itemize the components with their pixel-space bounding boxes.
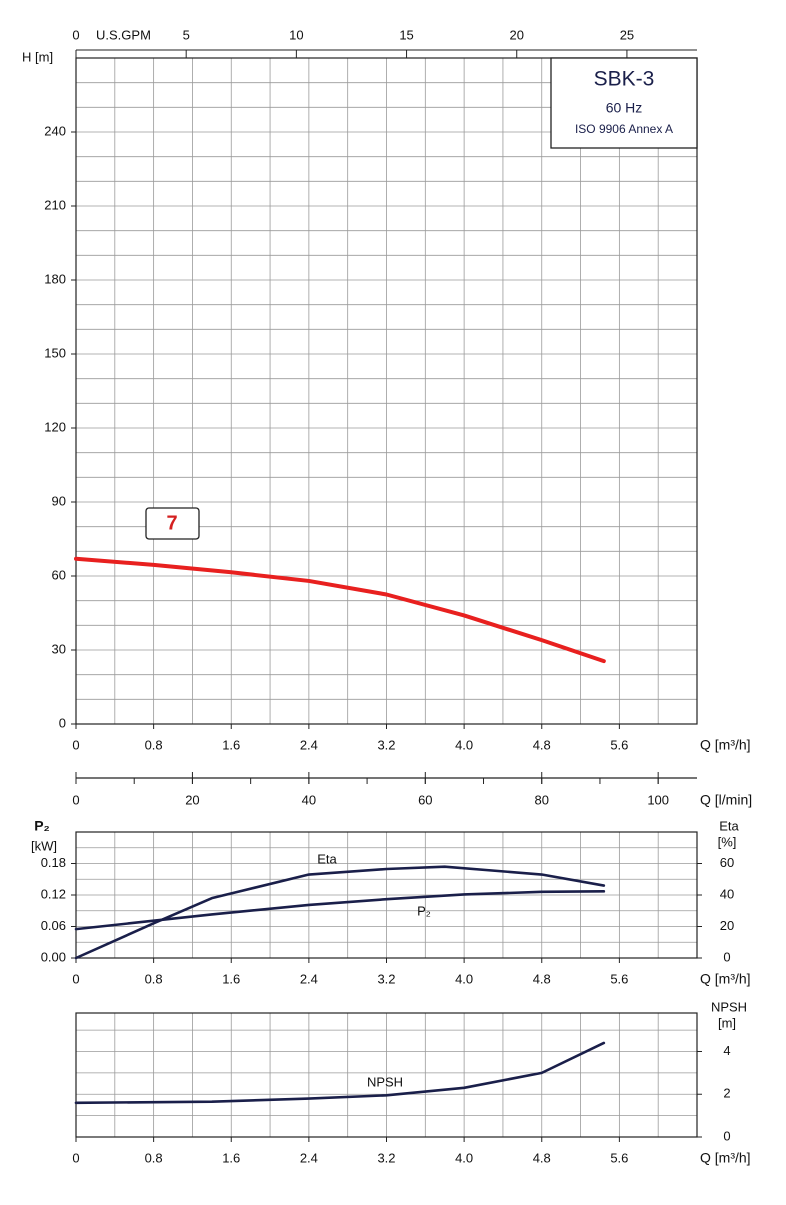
x-axis-label: Q [m³/h] [700,737,751,753]
x-tick-label: 2.4 [300,1150,318,1165]
y2-axis-unit: [%] [718,834,737,849]
series-label: NPSH [367,1074,403,1089]
y-tick-label: 90 [52,493,66,508]
x-tick-label: 100 [647,792,669,807]
x-axis-label: Q [m³/h] [700,971,751,987]
x-tick-label: 4.8 [533,971,551,986]
x-tick-label: 40 [302,792,316,807]
x-tick-label: 5.6 [610,971,628,986]
x2-tick-label: 20 [510,27,524,42]
curve [74,865,606,960]
info-box [550,57,698,149]
y2-tick-label: 60 [720,855,734,870]
info-text: ISO 9906 Annex A [575,122,673,136]
x-axis-label: Q [m³/h] [700,1150,751,1166]
y-axis-unit: [kW] [31,838,57,853]
x-axis-label: Q [l/min] [700,792,752,808]
x-tick-label: 4.8 [533,737,551,752]
y-tick-label: 210 [44,197,66,212]
info-text: SBK-3 [594,68,655,91]
series-label: P₂ [417,903,431,918]
x2-tick-label: 0 [72,27,79,42]
x-tick-label: 20 [185,792,199,807]
curve [74,890,606,931]
x2-axis-label: U.S.GPM [96,27,151,42]
x-tick-label: 3.2 [377,1150,395,1165]
x-tick-label: 0 [72,792,79,807]
y-tick-label: 0.06 [41,918,66,933]
y-tick-label: 0.00 [41,949,66,964]
plot-frame [75,57,698,725]
y-tick-label: 150 [44,345,66,360]
y-axis-label: H [m] [22,49,53,64]
x-tick-label: 80 [535,792,549,807]
y-axis-label: P₂ [34,818,50,834]
x2-tick-label: 5 [183,27,190,42]
x-tick-label: 4.0 [455,1150,473,1165]
x-tick-label: 0 [72,737,79,752]
y2-tick-label: 4 [723,1043,730,1058]
x-tick-label: 0.8 [145,737,163,752]
y-tick-label: 180 [44,271,66,286]
y2-tick-label: 2 [723,1086,730,1101]
x-tick-label: 0.8 [145,1150,163,1165]
plot-frame [75,831,698,959]
y-tick-label: 0.18 [41,855,66,870]
x-tick-label: 5.6 [610,737,628,752]
x-tick-label: 3.2 [377,737,395,752]
y-tick-label: 120 [44,419,66,434]
x-tick-label: 2.4 [300,737,318,752]
y2-tick-label: 20 [720,918,734,933]
x-tick-label: 3.2 [377,971,395,986]
y-tick-label: 60 [52,567,66,582]
x-tick-label: 4.0 [455,737,473,752]
annotation-box [145,507,200,540]
plot-frame [75,1012,698,1138]
x-tick-label: 1.6 [222,1150,240,1165]
y-tick-label: 240 [44,123,66,138]
x-tick-label: 4.8 [533,1150,551,1165]
annotation: 7 [166,512,177,534]
x-tick-label: 0 [72,971,79,986]
x-tick-label: 2.4 [300,971,318,986]
curve [74,556,606,664]
x2-tick-label: 25 [620,27,634,42]
y2-axis-unit: [m] [718,1015,736,1030]
series-label: Eta [317,851,337,866]
y-tick-label: 0 [59,715,66,730]
y2-tick-label: 0 [723,1128,730,1143]
x-tick-label: 1.6 [222,737,240,752]
curve [74,1041,606,1105]
x-tick-label: 0.8 [145,971,163,986]
info-text: 60 Hz [606,100,643,116]
x-tick-label: 5.6 [610,1150,628,1165]
y2-tick-label: 40 [720,886,734,901]
y-tick-label: 0.12 [41,886,66,901]
x-tick-label: 1.6 [222,971,240,986]
x2-tick-label: 10 [289,27,303,42]
x-tick-label: 0 [72,1150,79,1165]
y2-axis-label: NPSH [711,999,747,1014]
x2-tick-label: 15 [399,27,413,42]
y2-axis-label: Eta [719,818,739,833]
x-tick-label: 4.0 [455,971,473,986]
y-tick-label: 30 [52,641,66,656]
x-tick-label: 60 [418,792,432,807]
y2-tick-label: 0 [723,949,730,964]
